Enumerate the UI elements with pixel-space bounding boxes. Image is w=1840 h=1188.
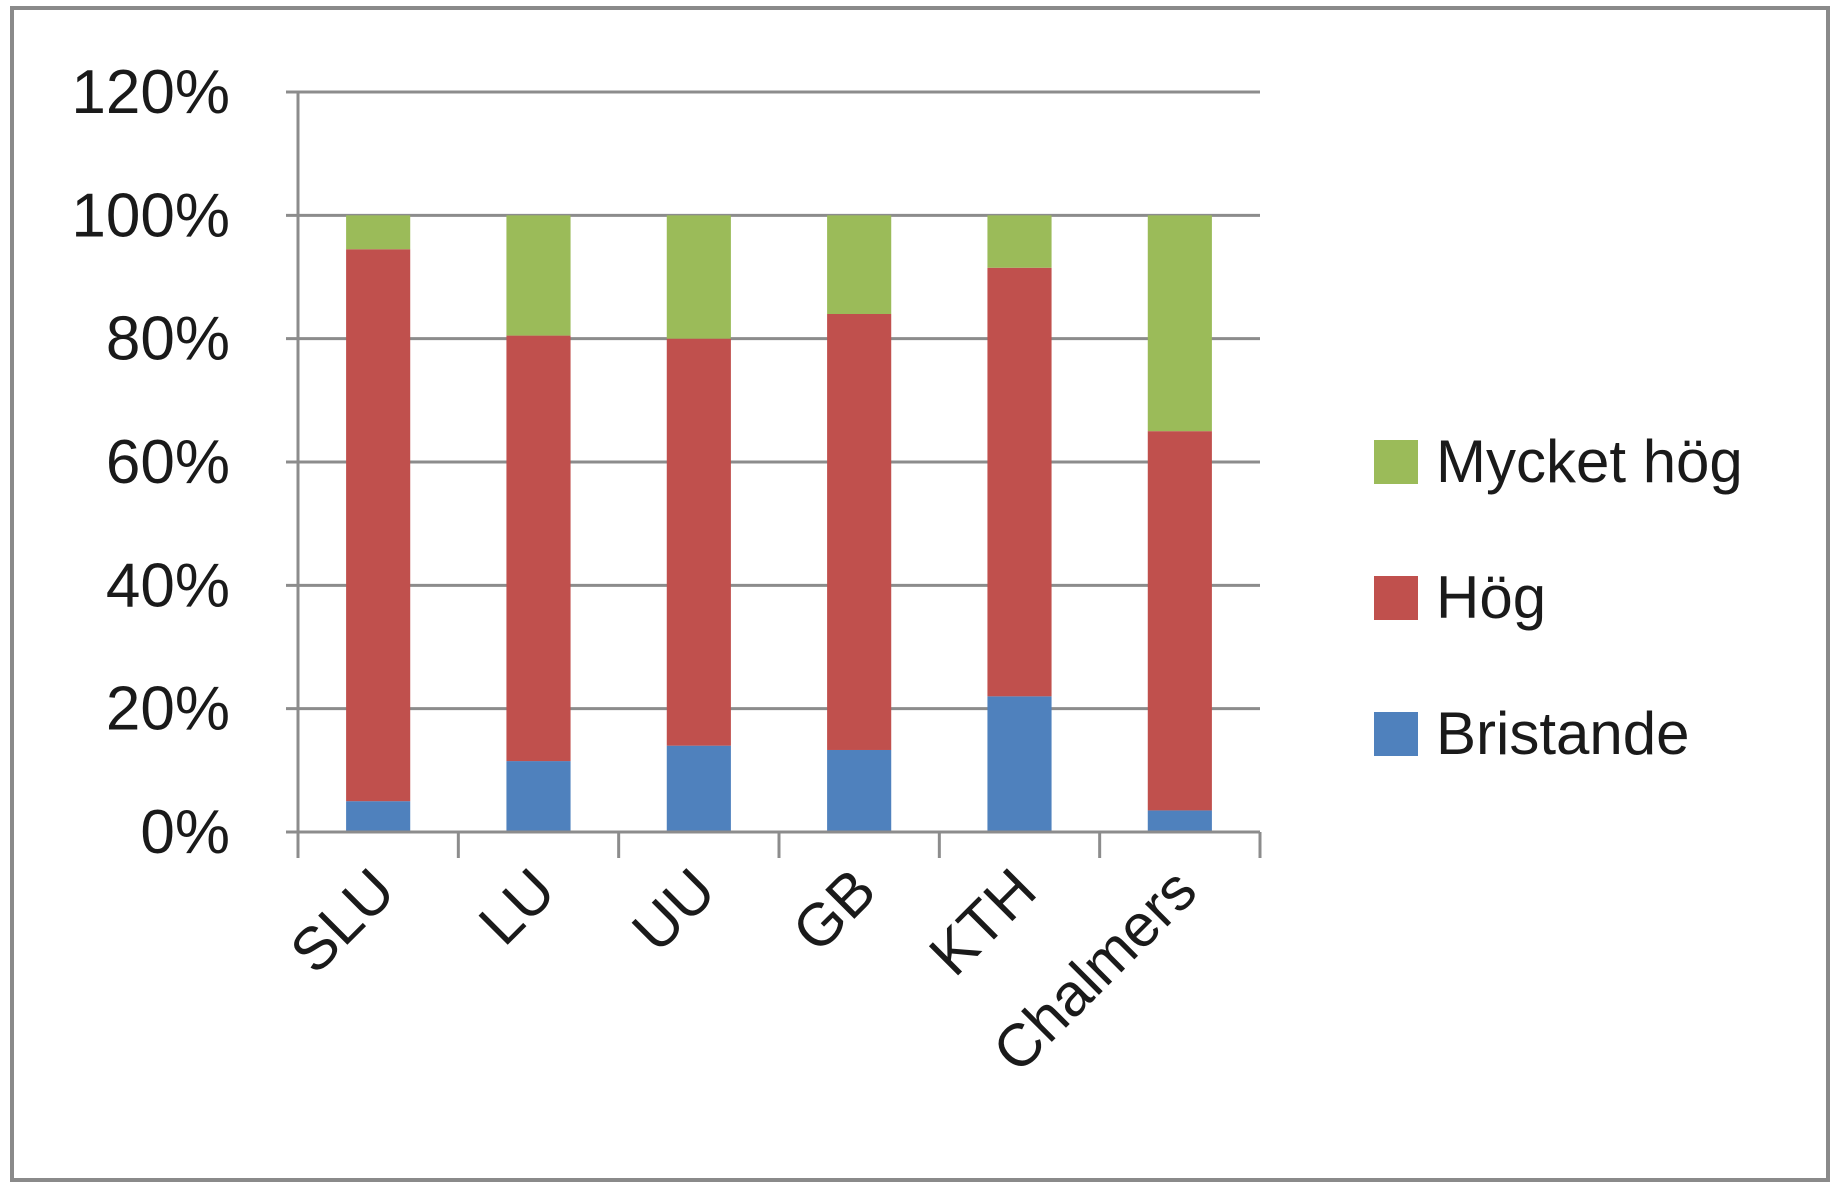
bar-segment	[346, 215, 411, 250]
bar-segment	[827, 314, 892, 750]
bar-segment	[827, 215, 892, 314]
bar-segment	[346, 801, 411, 832]
y-tick-label: 120%	[71, 58, 230, 127]
chart-border	[10, 6, 1830, 1182]
gridlines	[286, 90, 1260, 711]
y-tick-label: 20%	[106, 675, 230, 744]
bar-segment	[987, 215, 1052, 268]
bar-segment	[1147, 810, 1212, 832]
bar-segment	[987, 267, 1052, 697]
bar-segment	[827, 749, 892, 832]
bars	[346, 215, 1212, 832]
legend-swatch	[1374, 576, 1418, 620]
bar-segment	[506, 335, 571, 762]
bar-segment	[346, 249, 411, 802]
legend-label: Bristande	[1436, 700, 1689, 767]
legend-swatch	[1374, 712, 1418, 756]
y-tick-label: 0%	[140, 798, 230, 867]
bar-segment	[1147, 215, 1212, 432]
bar-segment	[666, 338, 731, 746]
bar-segment	[666, 745, 731, 832]
bar-segment	[987, 696, 1052, 832]
bar-segment	[666, 215, 731, 339]
axes	[286, 92, 1262, 858]
legend-label: Hög	[1436, 564, 1546, 631]
bar-segment	[1147, 431, 1212, 811]
y-tick-label: 100%	[71, 181, 230, 250]
y-tick-label: 80%	[106, 305, 230, 374]
bar-segment	[506, 761, 571, 832]
y-axis-tick-labels: 0% 20% 40% 60% 80% 100% 120%	[71, 58, 230, 867]
legend-swatch	[1374, 440, 1418, 484]
bar-segment	[506, 215, 571, 336]
legend-label: Mycket hög	[1436, 428, 1743, 495]
legend: Mycket hög Hög Bristande	[1374, 428, 1743, 767]
y-tick-label: 40%	[106, 551, 230, 620]
y-tick-label: 60%	[106, 428, 230, 497]
